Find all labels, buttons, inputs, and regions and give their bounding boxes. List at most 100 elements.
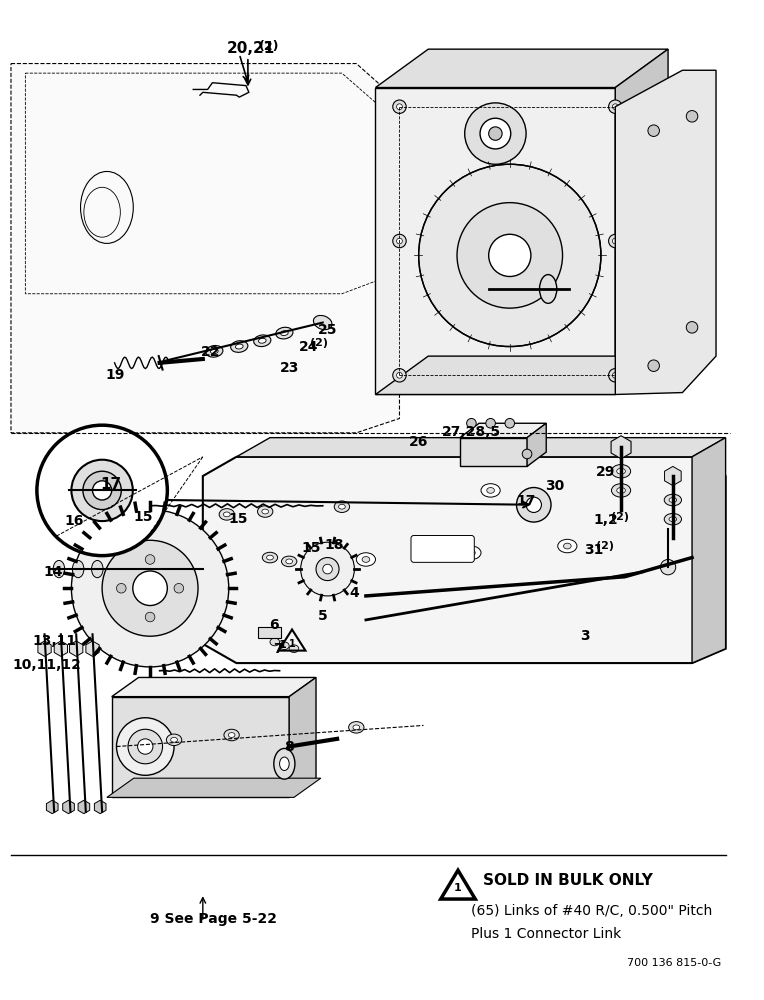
Ellipse shape [223,512,230,517]
Text: 29: 29 [596,465,616,479]
Ellipse shape [617,468,626,474]
Circle shape [613,372,618,378]
Ellipse shape [270,638,280,646]
Text: 3: 3 [580,629,590,643]
Circle shape [609,369,622,382]
Polygon shape [692,438,726,663]
Ellipse shape [286,559,293,564]
Ellipse shape [669,517,677,522]
Polygon shape [615,49,668,394]
Circle shape [116,718,174,775]
Text: 1: 1 [279,640,286,650]
Circle shape [516,488,551,522]
Text: 7: 7 [273,642,283,656]
Text: 25: 25 [318,323,338,337]
Text: 24: 24 [299,340,319,354]
Ellipse shape [356,553,375,566]
Circle shape [138,739,153,754]
Circle shape [83,471,121,510]
Circle shape [397,238,403,244]
Text: 30: 30 [545,479,565,493]
Ellipse shape [206,345,223,357]
Text: 27,28,5: 27,28,5 [442,425,501,439]
Circle shape [316,558,339,581]
Ellipse shape [481,484,500,497]
Polygon shape [258,627,281,638]
Text: 4: 4 [350,586,359,600]
Polygon shape [11,64,400,433]
Text: (2): (2) [596,541,614,551]
Text: 9 See Page 5-22: 9 See Page 5-22 [150,912,277,926]
Ellipse shape [262,552,277,563]
Circle shape [145,612,155,622]
Circle shape [609,100,622,113]
Text: 16: 16 [65,514,84,528]
Ellipse shape [53,560,65,578]
Ellipse shape [611,484,630,497]
Circle shape [397,104,403,110]
Ellipse shape [280,757,289,771]
Text: 31: 31 [584,543,604,557]
Text: 1,2: 1,2 [593,513,618,527]
Circle shape [301,542,354,596]
Circle shape [457,203,562,308]
Circle shape [613,104,618,110]
Ellipse shape [257,506,273,517]
Ellipse shape [348,722,364,733]
Ellipse shape [468,550,475,556]
Ellipse shape [274,748,295,779]
Text: (2): (2) [610,512,629,522]
Circle shape [116,583,126,593]
Circle shape [37,425,167,556]
Ellipse shape [231,341,248,352]
Text: 1: 1 [289,639,296,649]
Ellipse shape [539,275,557,303]
Text: 15: 15 [302,541,321,555]
Circle shape [133,571,167,606]
Ellipse shape [228,733,235,737]
Ellipse shape [235,344,243,349]
Polygon shape [375,88,615,394]
Ellipse shape [92,560,103,578]
Ellipse shape [362,557,370,562]
Ellipse shape [224,729,239,741]
Ellipse shape [664,513,681,525]
FancyBboxPatch shape [411,535,474,562]
Circle shape [92,481,112,500]
Circle shape [613,238,618,244]
Circle shape [397,372,403,378]
Text: 15: 15 [134,510,154,524]
Circle shape [648,125,659,136]
Ellipse shape [289,645,299,653]
Ellipse shape [611,465,630,478]
Circle shape [526,497,542,512]
Text: 10,11,12: 10,11,12 [13,658,82,672]
Ellipse shape [254,335,271,347]
Circle shape [505,418,515,428]
Text: 18: 18 [325,538,344,552]
Text: 26: 26 [409,435,429,449]
Ellipse shape [73,560,84,578]
Circle shape [102,540,198,636]
Text: 17: 17 [516,494,536,508]
Circle shape [393,234,406,248]
Ellipse shape [267,555,274,560]
Ellipse shape [334,501,350,512]
Circle shape [393,369,406,382]
Circle shape [686,111,698,122]
Ellipse shape [558,539,577,553]
Text: 6: 6 [269,618,279,632]
Polygon shape [289,677,316,797]
Polygon shape [615,70,716,394]
Polygon shape [460,423,546,438]
Ellipse shape [461,546,481,559]
Circle shape [71,510,228,667]
Circle shape [322,564,332,574]
Ellipse shape [167,734,182,746]
Text: 19: 19 [105,368,125,382]
Ellipse shape [564,543,571,549]
Ellipse shape [281,556,297,567]
Circle shape [648,360,659,371]
Polygon shape [202,457,726,663]
Text: 13,11: 13,11 [32,634,76,648]
